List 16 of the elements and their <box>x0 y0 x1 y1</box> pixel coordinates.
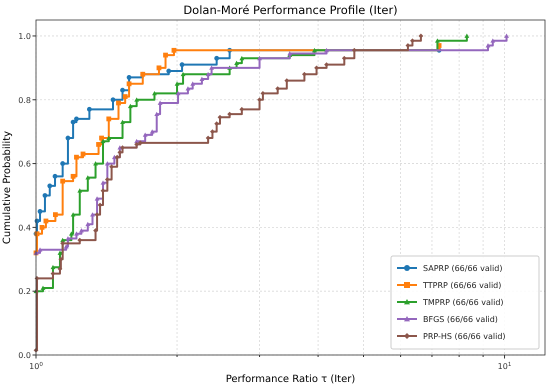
x-tick-label: 10$^{1}$ <box>498 361 512 371</box>
legend-label: TMPRP (66/66 valid) <box>422 298 504 307</box>
chart-title: Dolan-Moré Performance Profile (Iter) <box>183 3 398 17</box>
x-axis-title: Performance Ratio τ (Iter) <box>226 374 356 385</box>
y-tick-label: 0.2 <box>18 287 31 296</box>
y-tick-label: 0.6 <box>18 160 31 169</box>
y-tick-label: 0.4 <box>18 223 31 232</box>
y-tick-label: 1.0 <box>18 32 31 41</box>
y-axis-title: Cumulative Probability <box>2 130 13 244</box>
legend-label: PRP-HS (66/66 valid) <box>423 332 506 341</box>
legend-label: SAPRP (66/66 valid) <box>423 264 502 273</box>
y-tick-label: 0.8 <box>18 96 31 105</box>
legend-label: BFGS (66/66 valid) <box>423 315 498 324</box>
y-tick-label: 0.0 <box>18 351 31 360</box>
legend-label: TTPRP (66/66 valid) <box>422 281 502 290</box>
x-tick-label: 10$^{0}$ <box>29 361 44 371</box>
